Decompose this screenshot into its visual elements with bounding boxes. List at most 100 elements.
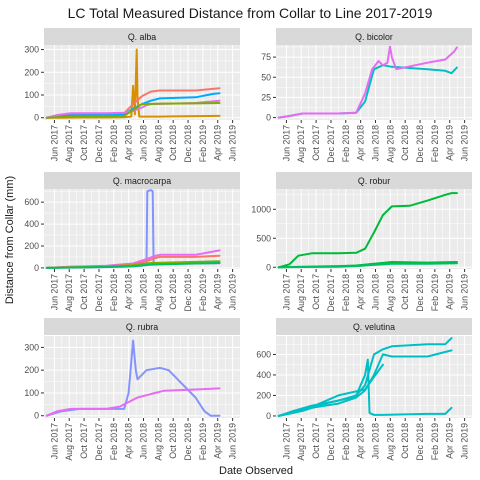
- x-tick-label: Aug 2017: [64, 423, 74, 461]
- x-tick-label: Dec 2018: [415, 125, 425, 163]
- panel-background: [276, 189, 472, 269]
- facet-strip-label: Q. bicolor: [355, 32, 393, 42]
- series-group: [277, 192, 458, 269]
- x-tick-label: Jun 2017: [49, 125, 59, 161]
- facet-strip: [44, 172, 240, 189]
- x-tick-label: Apr 2018: [124, 274, 134, 310]
- x-tick-label: Apr 2019: [213, 274, 223, 310]
- y-tick-label: 600: [256, 349, 271, 359]
- x-tick-label: Jun 2018: [371, 125, 381, 161]
- facet-panel: Q. bicolor Jun 2017 Aug 2017 Oct 2017 Dec 20…: [261, 28, 472, 163]
- x-tick-label: Jun 2018: [139, 423, 149, 459]
- series-line: [45, 48, 221, 119]
- facet-strip-label: Q. alba: [128, 32, 156, 42]
- y-tick-label: 200: [24, 67, 39, 77]
- x-tick-label: Aug 2018: [153, 423, 163, 461]
- facet-strip: [44, 28, 240, 45]
- y-tick-label: 1000: [251, 204, 271, 214]
- x-tick-label: Feb 2018: [341, 274, 351, 311]
- x-tick-label: Apr 2018: [124, 423, 134, 459]
- x-tick-label: Dec 2018: [183, 125, 193, 163]
- x-tick-label: Dec 2018: [183, 274, 193, 312]
- x-tick-label: Jun 2019: [460, 423, 470, 459]
- facet-panel: Q. rubra Jun 2017 Aug 2017 Oct 2017 Dec 2017…: [24, 318, 240, 461]
- x-tick-label: Feb 2018: [341, 125, 351, 162]
- x-tick-label: Oct 2017: [79, 274, 89, 310]
- facet-strip: [44, 318, 240, 335]
- x-tick-label: Apr 2018: [356, 274, 366, 310]
- x-tick-label: Jun 2019: [228, 423, 238, 459]
- x-tick-label: Aug 2018: [153, 125, 163, 163]
- x-tick-label: Dec 2017: [94, 423, 104, 461]
- series-line: [277, 45, 458, 119]
- facet-strip: [276, 318, 472, 335]
- x-tick-label: Oct 2017: [311, 423, 321, 459]
- x-tick-label: Feb 2018: [109, 423, 119, 460]
- x-tick-label: Apr 2018: [356, 125, 366, 161]
- facet-strip-label: Q. macrocarpa: [113, 176, 171, 186]
- x-tick-label: Jun 2019: [228, 125, 238, 161]
- x-tick-label: Dec 2017: [326, 274, 336, 312]
- x-tick-label: Oct 2017: [311, 274, 321, 310]
- y-tick-label: 0: [34, 263, 39, 273]
- x-tick-label: Aug 2018: [385, 125, 395, 163]
- x-tick-label: Jun 2019: [460, 274, 470, 310]
- x-tick-label: Apr 2018: [124, 125, 134, 161]
- y-tick-label: 0: [266, 113, 271, 123]
- chart-title: LC Total Measured Distance from Collar t…: [68, 5, 433, 21]
- x-tick-label: Jun 2017: [281, 125, 291, 161]
- series-group: [277, 45, 458, 119]
- facet-panel: Q. velutina Jun 2017 Aug 2017 Oct 2017 Dec 2…: [256, 318, 472, 461]
- x-tick-label: Apr 2019: [213, 423, 223, 459]
- series-line: [45, 262, 221, 269]
- series-line: [277, 358, 453, 417]
- y-tick-label: 25: [261, 92, 271, 102]
- x-tick-label: Dec 2018: [415, 274, 425, 312]
- x-tick-label: Feb 2019: [198, 274, 208, 311]
- facet-strip: [276, 172, 472, 189]
- x-tick-label: Jun 2019: [460, 125, 470, 161]
- y-tick-label: 200: [24, 365, 39, 375]
- x-tick-label: Oct 2018: [168, 274, 178, 310]
- y-tick-label: 75: [261, 52, 271, 62]
- x-tick-label: Jun 2017: [281, 423, 291, 459]
- x-tick-label: Aug 2018: [153, 274, 163, 312]
- y-tick-label: 50: [261, 72, 271, 82]
- x-tick-label: Apr 2019: [445, 125, 455, 161]
- x-tick-label: Feb 2018: [109, 125, 119, 162]
- facet-strip-label: Q. robur: [358, 176, 390, 186]
- series-group: [45, 339, 221, 417]
- y-tick-label: 200: [256, 390, 271, 400]
- x-tick-label: Dec 2018: [183, 423, 193, 461]
- x-tick-label: Jun 2018: [371, 274, 381, 310]
- series-line: [277, 262, 458, 269]
- y-tick-label: 200: [24, 241, 39, 251]
- facet-strip-label: Q. rubra: [126, 322, 158, 332]
- x-tick-label: Feb 2018: [109, 274, 119, 311]
- panel-background: [44, 336, 240, 418]
- facet-strip-label: Q. velutina: [353, 322, 395, 332]
- x-tick-label: Oct 2018: [168, 423, 178, 459]
- y-tick-label: 100: [24, 388, 39, 398]
- x-tick-label: Feb 2019: [430, 274, 440, 311]
- x-tick-label: Oct 2017: [79, 125, 89, 161]
- series-group: [277, 337, 453, 417]
- series-line: [45, 102, 221, 119]
- panel-background: [44, 45, 240, 120]
- x-tick-label: Aug 2017: [64, 125, 74, 163]
- y-tick-label: 600: [24, 197, 39, 207]
- x-tick-label: Jun 2018: [139, 274, 149, 310]
- x-tick-label: Dec 2018: [415, 423, 425, 461]
- x-tick-label: Apr 2019: [213, 125, 223, 161]
- x-tick-label: Jun 2017: [281, 274, 291, 310]
- x-tick-label: Dec 2017: [326, 423, 336, 461]
- y-tick-label: 0: [34, 411, 39, 421]
- facet-panel: Q. robur Jun 2017 Aug 2017 Oct 2017 Dec 2017…: [251, 172, 472, 312]
- x-tick-label: Jun 2018: [139, 125, 149, 161]
- y-tick-label: 0: [266, 262, 271, 272]
- x-tick-label: Apr 2019: [445, 423, 455, 459]
- facet-strip: [276, 28, 472, 45]
- x-tick-label: Feb 2018: [341, 423, 351, 460]
- x-tick-label: Aug 2017: [296, 423, 306, 461]
